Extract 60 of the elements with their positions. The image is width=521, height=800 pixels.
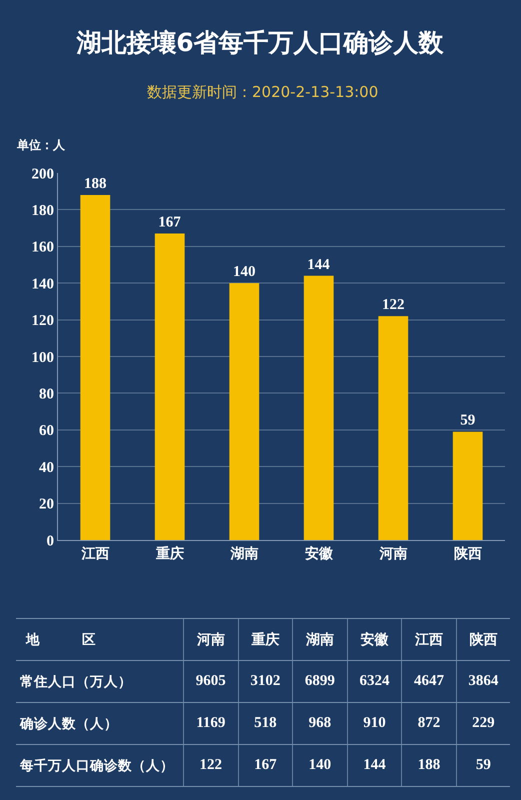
bar xyxy=(304,276,334,540)
category-label: 江西 xyxy=(402,618,456,660)
text: 确诊人数（人） xyxy=(16,702,184,744)
bar xyxy=(378,316,408,540)
y-tick-label: 40 xyxy=(39,460,54,476)
data-label: 167 xyxy=(158,214,182,231)
category-label: 湖南 xyxy=(292,618,348,660)
y-tick-label: 20 xyxy=(39,496,54,513)
data-label: 140 xyxy=(292,744,348,786)
data-label: 140 xyxy=(233,264,256,280)
bar xyxy=(229,283,260,540)
data-label: 3864 xyxy=(456,660,510,702)
data-label: 872 xyxy=(402,702,456,744)
data-label: 188 xyxy=(84,176,106,192)
data-label: 59 xyxy=(456,744,510,786)
x-tick-label: 重庆 xyxy=(154,544,184,562)
y-tick-label: 180 xyxy=(32,202,54,219)
data-label: 1169 xyxy=(184,702,238,744)
y-tick-label: 140 xyxy=(32,276,54,292)
data-label: 188 xyxy=(402,744,456,786)
category-label: 安徽 xyxy=(347,618,402,660)
data-label: 9605 xyxy=(184,660,238,702)
data-label: 122 xyxy=(382,297,404,314)
data-label: 4647 xyxy=(402,660,456,702)
data-label: 518 xyxy=(238,702,293,744)
bar xyxy=(452,432,483,540)
data-label: 3102 xyxy=(238,660,293,702)
y-tick-label: 200 xyxy=(32,166,54,182)
y-tick-label: 0 xyxy=(46,533,54,550)
x-tick-label: 江西 xyxy=(80,546,110,562)
x-tick-label: 湖南 xyxy=(229,546,258,562)
text: 每千万人口确诊数（人） xyxy=(16,744,184,786)
data-label: 167 xyxy=(238,744,293,786)
chart-title: 湖北接壤6省每千万人口确诊人数 xyxy=(75,28,445,57)
x-tick-label: 安徽 xyxy=(304,544,334,562)
y-tick-label: 160 xyxy=(32,240,54,256)
y-axis-title: 单位：人 xyxy=(16,138,66,152)
y-tick-label: 80 xyxy=(39,386,54,402)
data-label: 968 xyxy=(292,702,348,744)
bar xyxy=(154,234,185,540)
data-label: 144 xyxy=(347,744,402,786)
y-tick-label: 120 xyxy=(32,313,54,330)
data-label: 144 xyxy=(307,256,330,273)
data-label: 6324 xyxy=(347,660,402,702)
legend-title: 地 区 xyxy=(16,618,184,660)
category-label: 陕西 xyxy=(456,618,510,660)
y-tick-label: 60 xyxy=(39,423,54,440)
data-label: 910 xyxy=(347,702,402,744)
text: 常住人口（万人） xyxy=(16,660,184,702)
data-label: 6899 xyxy=(292,660,348,702)
data-label: 229 xyxy=(456,702,510,744)
x-tick-label: 陕西 xyxy=(454,546,482,562)
data-label: 59 xyxy=(460,412,476,429)
data-label: 122 xyxy=(184,744,238,786)
y-tick-label: 100 xyxy=(32,350,54,366)
chart-subtitle: 数据更新时间：2020-2-13-13:00 xyxy=(147,83,378,101)
x-tick-label: 河南 xyxy=(378,546,408,562)
category-label: 重庆 xyxy=(238,618,293,660)
bar xyxy=(80,195,110,540)
category-label: 河南 xyxy=(184,618,238,660)
